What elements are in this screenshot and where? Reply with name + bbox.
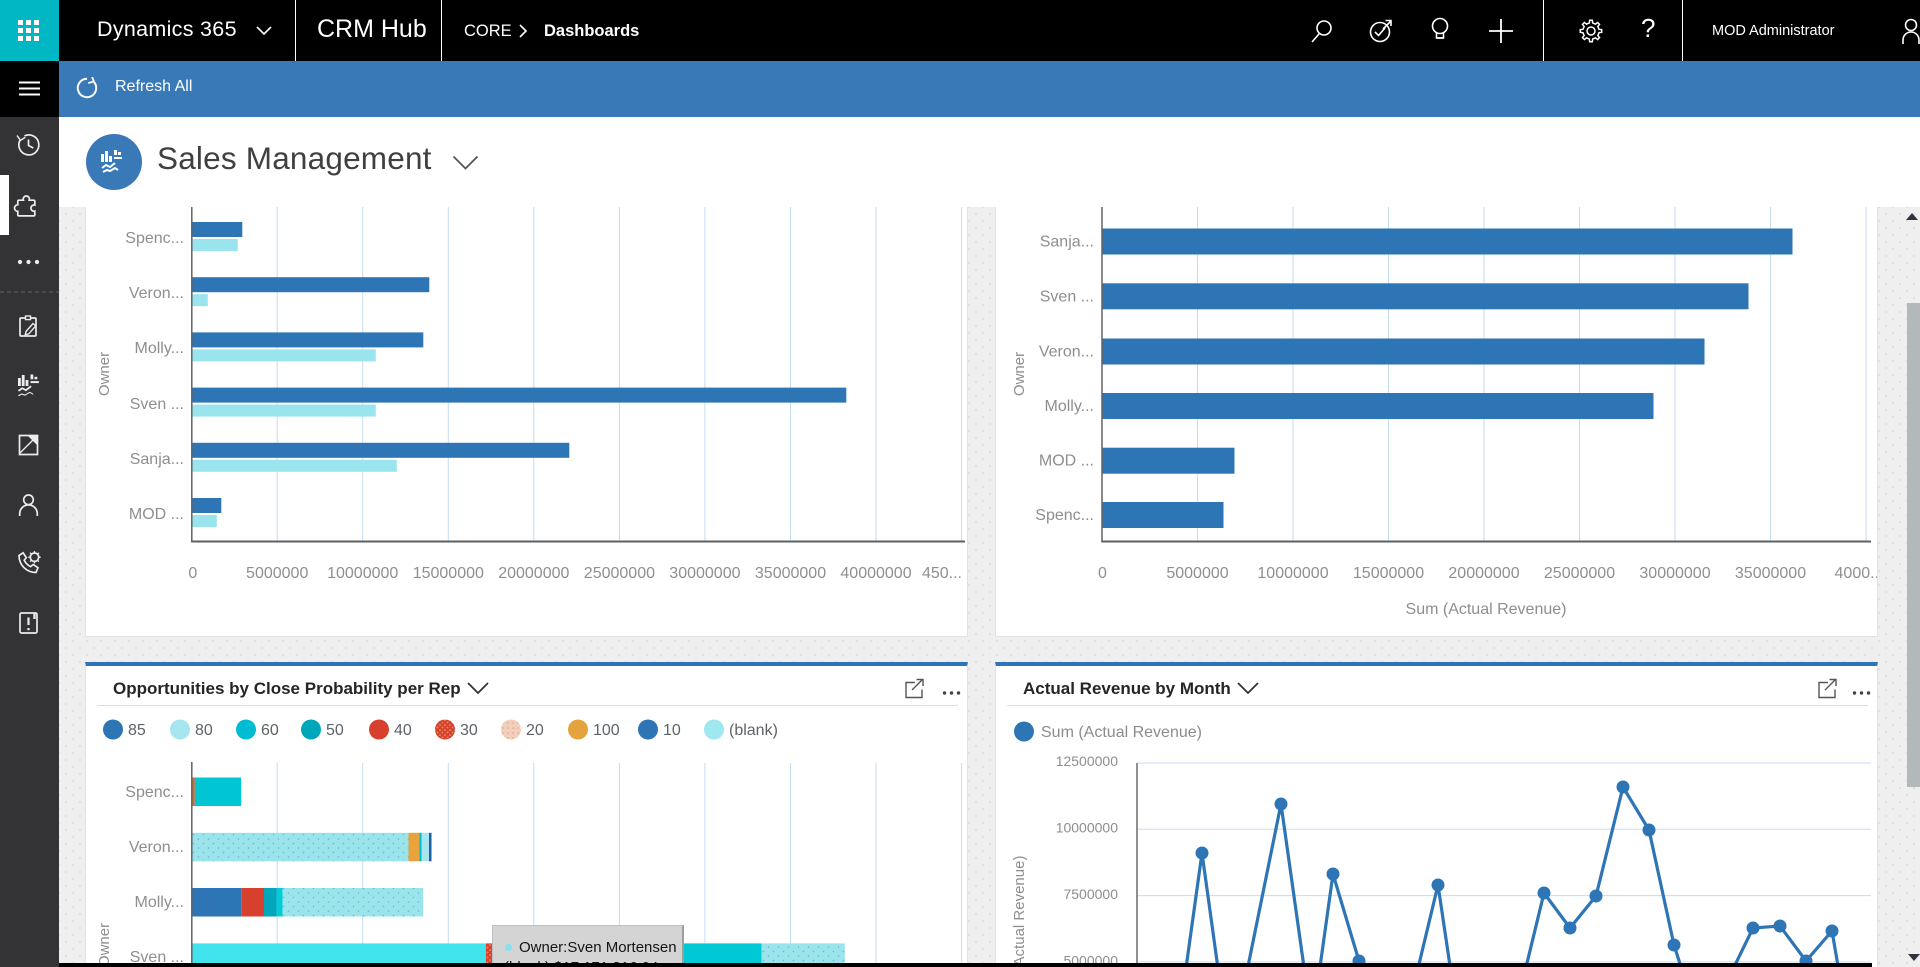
svg-text:30000000: 30000000 bbox=[669, 565, 740, 582]
svg-text:Molly...: Molly... bbox=[135, 340, 184, 357]
svg-text:Veron...: Veron... bbox=[129, 839, 184, 856]
svg-text:0: 0 bbox=[1098, 565, 1107, 582]
svg-text:Opportunities by Close Probabi: Opportunities by Close Probability per R… bbox=[113, 679, 461, 698]
svg-text:12500000: 12500000 bbox=[1056, 753, 1119, 769]
svg-text:10000000: 10000000 bbox=[1056, 820, 1119, 836]
svg-text:Molly...: Molly... bbox=[1045, 398, 1094, 415]
svg-text:35000000: 35000000 bbox=[755, 565, 826, 582]
svg-text:Veron...: Veron... bbox=[1039, 344, 1094, 361]
svg-text:Sum (Actual Revenue): Sum (Actual Revenue) bbox=[1406, 601, 1567, 618]
svg-text:MOD ...: MOD ... bbox=[1039, 453, 1094, 470]
svg-text:4000...: 4000... bbox=[1835, 565, 1877, 582]
svg-text:Sanja...: Sanja... bbox=[1040, 234, 1094, 251]
svg-text:Sven ...: Sven ... bbox=[130, 949, 184, 966]
svg-text:Molly...: Molly... bbox=[135, 894, 184, 911]
svg-text:7500000: 7500000 bbox=[1063, 886, 1118, 902]
svg-text:Sum (Actual Revenue): Sum (Actual Revenue) bbox=[1041, 724, 1202, 741]
svg-text:MOD ...: MOD ... bbox=[129, 506, 184, 523]
svg-text:50: 50 bbox=[326, 722, 344, 739]
svg-text:0: 0 bbox=[188, 565, 197, 582]
svg-text:Owner: Owner bbox=[96, 923, 113, 967]
svg-text:20000000: 20000000 bbox=[498, 565, 569, 582]
svg-text:10000000: 10000000 bbox=[327, 565, 398, 582]
svg-text:5000000: 5000000 bbox=[1166, 565, 1228, 582]
svg-text:85: 85 bbox=[128, 722, 146, 739]
svg-text:Sven ...: Sven ... bbox=[1040, 288, 1094, 305]
svg-text:Owner: Owner bbox=[96, 352, 113, 396]
svg-text:100: 100 bbox=[593, 722, 620, 739]
svg-text:5000000: 5000000 bbox=[246, 565, 308, 582]
svg-text:40: 40 bbox=[394, 722, 412, 739]
svg-text:35000000: 35000000 bbox=[1735, 565, 1806, 582]
svg-text:80: 80 bbox=[195, 722, 213, 739]
svg-text:Veron...: Veron... bbox=[129, 285, 184, 302]
svg-text:Spenc...: Spenc... bbox=[1035, 507, 1094, 524]
svg-text:10000000: 10000000 bbox=[1257, 565, 1328, 582]
svg-text:Sum (Actual Revenue): Sum (Actual Revenue) bbox=[1011, 856, 1028, 967]
svg-text:Spenc...: Spenc... bbox=[125, 230, 184, 247]
svg-text:15000000: 15000000 bbox=[413, 565, 484, 582]
svg-text:25000000: 25000000 bbox=[584, 565, 655, 582]
svg-text:Spenc...: Spenc... bbox=[125, 784, 184, 801]
svg-text:20: 20 bbox=[526, 722, 544, 739]
svg-text:60: 60 bbox=[261, 722, 279, 739]
svg-text:30000000: 30000000 bbox=[1639, 565, 1710, 582]
svg-text:20000000: 20000000 bbox=[1448, 565, 1519, 582]
svg-text:30: 30 bbox=[460, 722, 478, 739]
svg-text:10: 10 bbox=[663, 722, 681, 739]
svg-text:25000000: 25000000 bbox=[1544, 565, 1615, 582]
svg-text:Sven ...: Sven ... bbox=[130, 396, 184, 413]
svg-text:(blank): (blank) bbox=[729, 722, 778, 739]
svg-text:15000000: 15000000 bbox=[1353, 565, 1424, 582]
svg-text:Owner: Owner bbox=[1011, 352, 1028, 396]
svg-text:450...: 450... bbox=[922, 565, 962, 582]
svg-text:Actual Revenue by Month: Actual Revenue by Month bbox=[1023, 679, 1231, 698]
svg-text:40000000: 40000000 bbox=[840, 565, 911, 582]
svg-text:Sanja...: Sanja... bbox=[130, 451, 184, 468]
